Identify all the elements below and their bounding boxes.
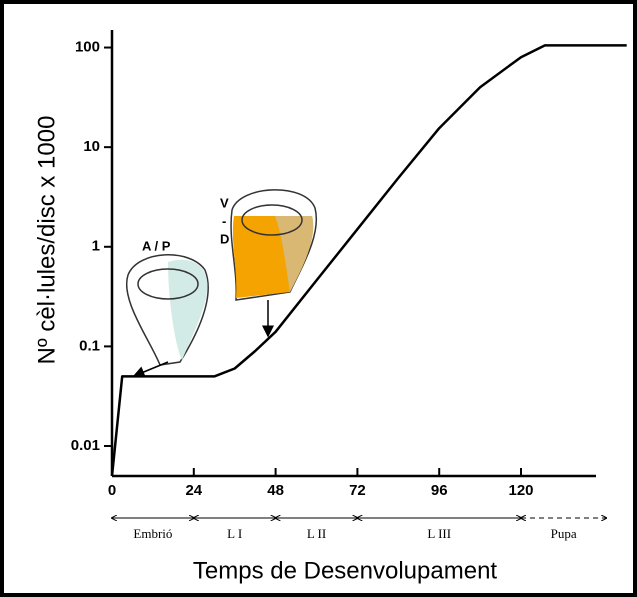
x-tick-label: 72	[349, 482, 366, 499]
y-axis-label: Nº cèl·lules/disc x 1000	[33, 116, 60, 365]
disc-ap: A / P	[125, 238, 209, 378]
x-tick-label: 48	[267, 482, 284, 499]
stage-label: L III	[427, 526, 451, 541]
stage-label: Embrió	[133, 526, 172, 541]
annotation: -	[222, 213, 226, 228]
line	[110, 44, 627, 477]
y-tick-label: 0.01	[71, 437, 100, 454]
x-tick-label: 24	[185, 482, 202, 499]
x-axis-label: Temps de Desenvolupament	[193, 557, 498, 584]
annotation: A / P	[142, 238, 171, 253]
y-tick-label: 1	[92, 238, 100, 255]
y-tick-label: 10	[83, 138, 100, 155]
x-tick-label: 120	[508, 482, 533, 499]
annotation: V	[220, 195, 229, 210]
plot: 0.01 0.1 1 10 100 0 24 48 72 96 120 Embrió L I L II L …	[71, 30, 627, 541]
x-tick-label: 96	[431, 482, 448, 499]
annotation: D	[220, 231, 229, 246]
y-tick-label: 100	[75, 39, 100, 56]
stage-label: L II	[307, 526, 326, 541]
stage-label: Pupa	[551, 526, 577, 541]
stage-label: L I	[227, 526, 242, 541]
y-tick-label: 0.1	[79, 337, 100, 354]
x-tick-label: 0	[108, 482, 116, 499]
disc-vd: V - D	[220, 189, 318, 338]
